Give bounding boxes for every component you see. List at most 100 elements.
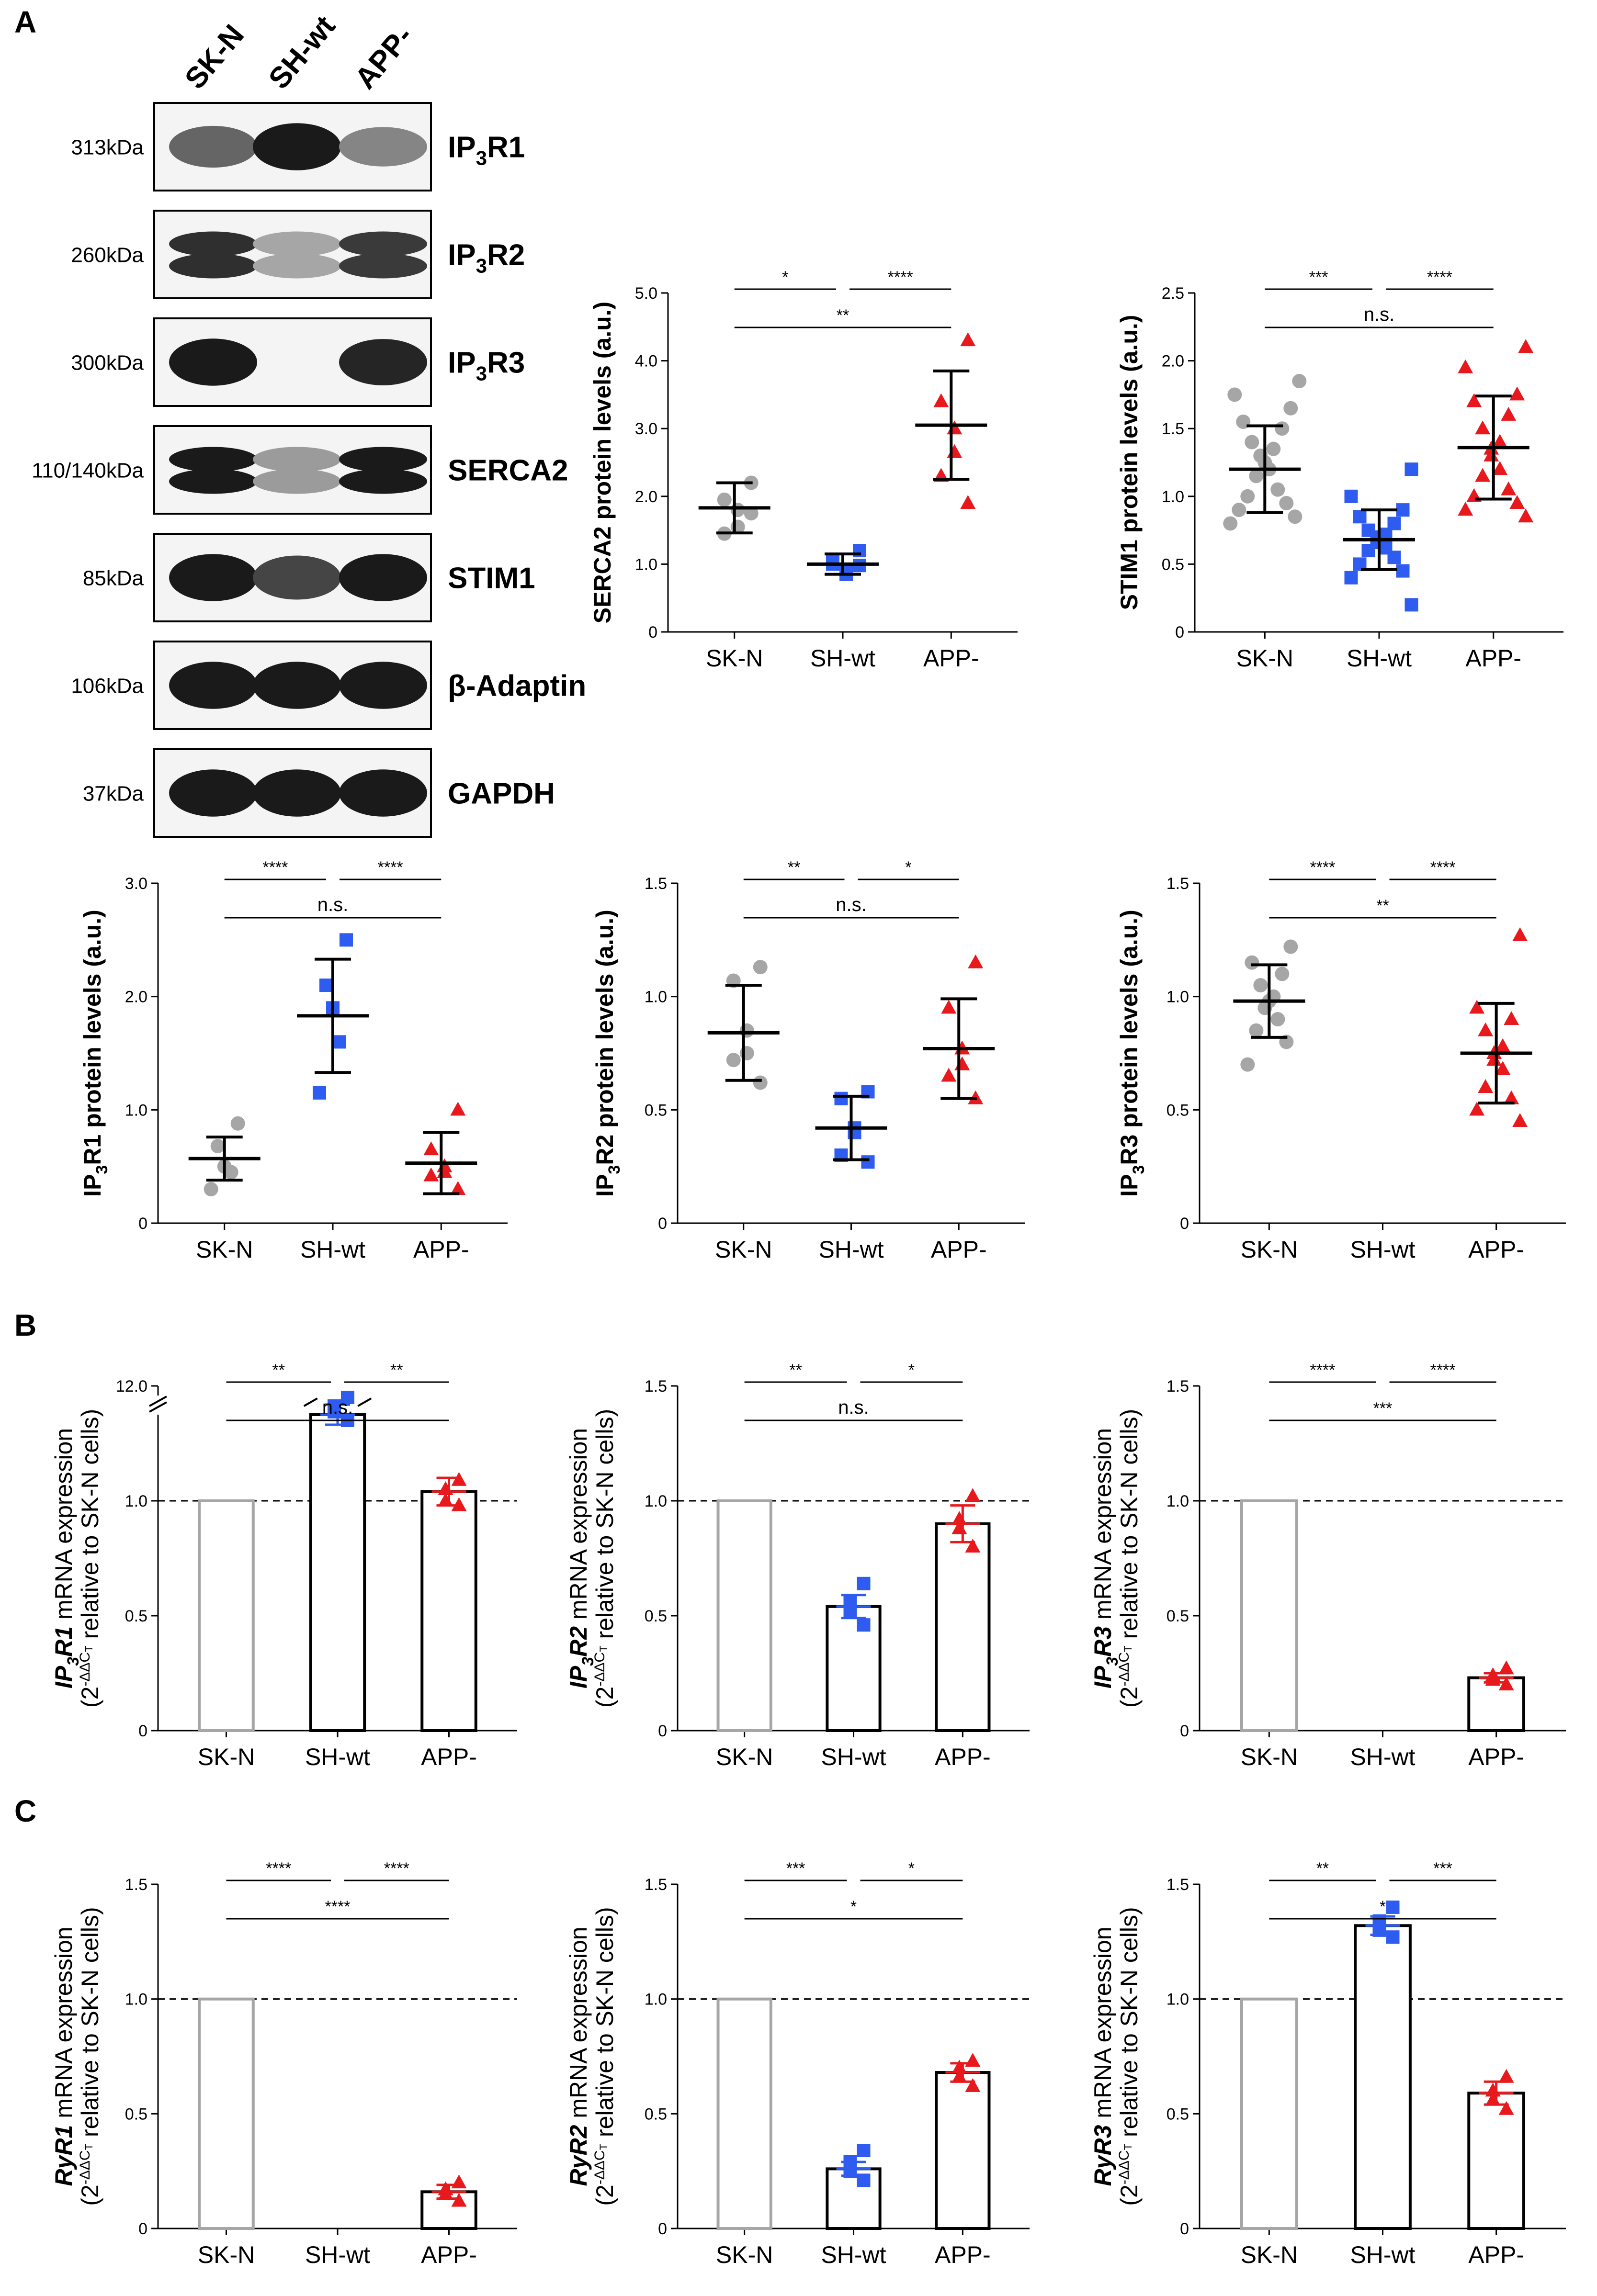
label-part: relative to SK-N cells) <box>1116 1907 1143 2144</box>
significance-label: **** <box>1430 858 1456 877</box>
chart-ryr1_mrna: 0 0.5 1.0 1.5 SK-N SH-wt APP- RyR1 mRNA express… <box>50 1859 517 2268</box>
data-point <box>726 1053 741 1068</box>
bar <box>716 1499 772 1732</box>
bar <box>1240 1997 1298 2230</box>
x-tick-label: APP- <box>1468 1744 1524 1770</box>
data-point <box>1475 420 1491 435</box>
significance-label: ** <box>390 1361 403 1379</box>
x-tick-label: SK-N <box>716 1744 773 1770</box>
y-axis-label-line2: (2-ΔΔCT relative to SK-N cells) <box>591 1907 618 2206</box>
blot-mw-label: 110/140kDa <box>32 459 144 483</box>
blot-band <box>169 769 257 817</box>
y-tick-label: 2.0 <box>125 988 147 1006</box>
data-point <box>1501 406 1517 421</box>
label-part: mRNA expression <box>565 1428 592 1626</box>
y-tick-label: 1.5 <box>645 1377 667 1396</box>
data-point <box>1492 461 1508 475</box>
data-point <box>438 1481 453 1495</box>
data-point <box>951 2060 967 2074</box>
blot-band <box>253 469 341 494</box>
data-point <box>965 1539 981 1553</box>
y-tick-label: 3.0 <box>125 875 147 893</box>
label-part: IP <box>50 1666 77 1688</box>
y-tick-label: 0.5 <box>645 2105 667 2123</box>
chart-ip3r1_protein: 0 1.0 2.0 3.0 SK-N SH-wt APP- IP3R1 protein lev… <box>79 858 508 1263</box>
label-subscript: T <box>1122 1645 1134 1652</box>
axis-break-mark <box>149 1396 167 1407</box>
data-point <box>1249 469 1264 484</box>
chart-area: 0 1.0 2.0 3.0 4.0 5.0 SK-N SH-wt APP- SERCA2 prot… <box>50 268 1566 2268</box>
data-point <box>1270 1012 1285 1026</box>
data-point <box>947 444 963 458</box>
label-part: protein levels (a.u.) <box>1116 315 1143 540</box>
label-superscript: -ΔΔC <box>77 2150 93 2184</box>
data-point <box>1275 967 1290 981</box>
y-tick-label: 1.0 <box>645 988 667 1006</box>
label-subscript: 3 <box>64 1657 82 1666</box>
y-tick-label: 0.5 <box>645 1101 667 1119</box>
data-point <box>857 1576 871 1590</box>
y-axis-label: RyR1 mRNA expression <box>50 1927 77 2186</box>
label-part: mRNA expression <box>50 1927 77 2125</box>
label-superscript: -ΔΔC <box>1116 1652 1132 1687</box>
y-tick-label: 0.5 <box>125 2105 147 2123</box>
label-part: IP <box>1089 1666 1116 1688</box>
data-point <box>1504 1090 1519 1104</box>
data-point <box>861 1155 875 1169</box>
label-part: SERCA2 <box>589 526 616 623</box>
y-axis-label-line2: (2-ΔΔCT relative to SK-N cells) <box>77 1409 103 1708</box>
x-tick-label: SK-N <box>196 1236 253 1263</box>
y-tick-label: 1.0 <box>1167 988 1189 1006</box>
data-point <box>1279 495 1294 510</box>
blot-protein-label: STIM1 <box>448 562 535 595</box>
y-tick-label: 0.5 <box>1167 1607 1189 1625</box>
data-point <box>1495 1061 1511 1075</box>
significance-label: n.s. <box>322 1397 353 1418</box>
y-tick-label: 1.0 <box>635 555 657 574</box>
blot-mw-label: 313kDa <box>71 136 144 159</box>
data-point <box>210 1139 225 1154</box>
data-point <box>1396 564 1410 578</box>
data-point <box>717 492 732 507</box>
label-part: IP <box>448 131 476 164</box>
significance-label: * <box>908 1361 915 1379</box>
blot-protein-label: IP3R1 <box>448 131 525 169</box>
x-tick-label: SK-N <box>198 1744 255 1770</box>
x-tick-label: APP- <box>935 2241 991 2268</box>
data-point <box>1498 2101 1514 2115</box>
data-point <box>1509 386 1525 401</box>
blot-band <box>339 447 427 472</box>
data-point <box>1353 510 1367 524</box>
data-point <box>451 2174 467 2189</box>
blot-protein-label: IP3R3 <box>448 347 525 385</box>
data-point <box>857 1618 871 1632</box>
blot-mw-label: 37kDa <box>83 782 144 806</box>
data-point <box>1485 1672 1501 1686</box>
x-tick-label: APP- <box>935 1744 991 1770</box>
data-point <box>753 1075 768 1090</box>
data-point <box>1475 468 1491 482</box>
y-tick-label: 12.0 <box>116 1377 147 1396</box>
blot-band <box>169 554 257 601</box>
y-tick-label: 0.5 <box>1167 1101 1189 1119</box>
label-part: (2 <box>77 2184 103 2206</box>
bar <box>420 1490 477 1733</box>
lane-label: SK-N <box>179 19 250 95</box>
x-tick-label: SH-wt <box>818 1236 883 1263</box>
data-point <box>1344 571 1358 585</box>
y-tick-label: 0 <box>1180 1215 1189 1233</box>
blot-band <box>339 469 427 494</box>
chart-stim1: 0 0.5 1.0 1.5 2.0 2.5 SK-N SH-wt APP- STIM1 prote… <box>1116 268 1563 672</box>
data-point <box>1386 1900 1400 1914</box>
blot-band <box>169 662 257 709</box>
data-point <box>451 2193 467 2207</box>
blot-band <box>253 231 341 257</box>
data-point <box>1509 495 1525 509</box>
y-tick-label: 1.5 <box>1167 1377 1189 1396</box>
label-part: (2 <box>1116 1687 1143 1708</box>
blot-band <box>339 554 427 601</box>
bar <box>198 1997 255 2230</box>
x-tick-label: APP- <box>1468 2241 1524 2268</box>
x-tick-label: SH-wt <box>305 1744 370 1770</box>
data-point <box>1292 374 1307 389</box>
